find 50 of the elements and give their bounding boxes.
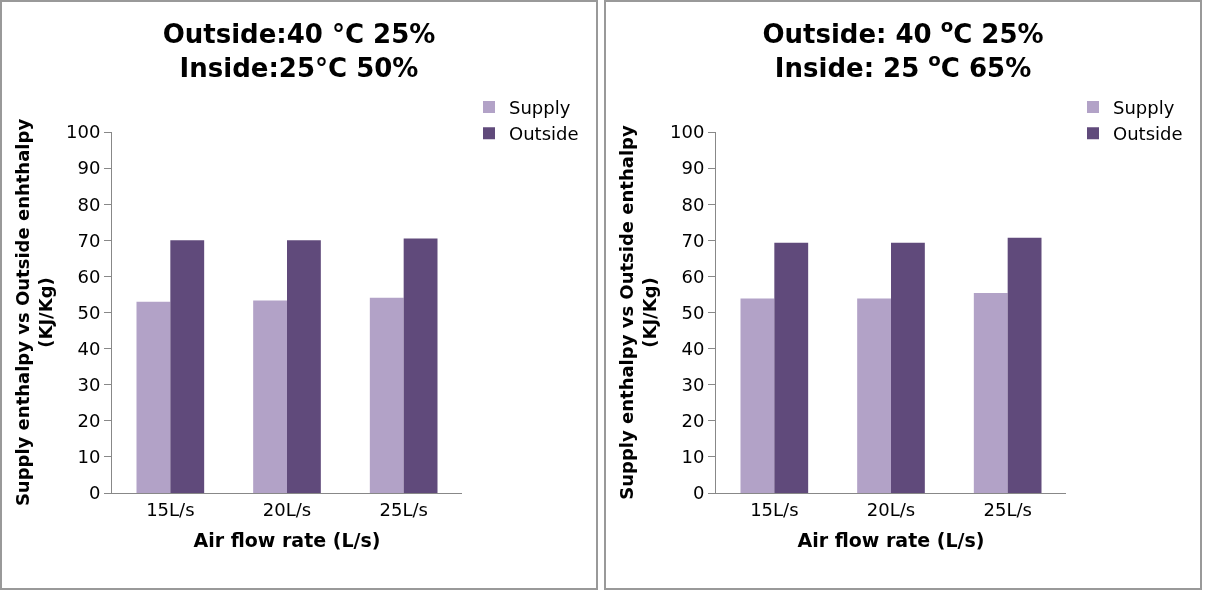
x-tick-label: 25L/s — [379, 498, 428, 520]
y-tick-label: 70 — [77, 229, 101, 251]
bar — [973, 293, 1008, 493]
bar — [369, 297, 404, 493]
legend-label: Outside — [1113, 123, 1183, 145]
y-tick-label: 10 — [681, 446, 705, 468]
y-axis-title: Supply enthalpy vs Outside enhthalpy (KJ/Kg) — [11, 118, 57, 507]
y-tick-label: 30 — [681, 374, 705, 395]
y-tick-label: 0 — [692, 482, 705, 504]
y-tick-label: 60 — [77, 265, 101, 287]
y-tick-label: 100 — [66, 121, 101, 143]
bar — [857, 298, 891, 493]
y-tick-label: 50 — [681, 301, 705, 323]
y-tick-label: 50 — [77, 301, 101, 323]
bar — [253, 300, 287, 493]
legend-label: Supply — [509, 96, 571, 118]
y-tick-label: 80 — [77, 193, 101, 215]
x-axis-title: Air flow rate (L/s) — [797, 529, 985, 552]
x-tick-label: 15L/s — [146, 498, 195, 520]
y-tick-label: 70 — [681, 229, 705, 251]
bar — [287, 240, 321, 493]
bar — [170, 240, 205, 493]
chart-title: Outside: 40 $^{o}$C 25% Inside: 25 $^{o}$C 65% — [762, 15, 1044, 83]
bar — [891, 242, 925, 493]
y-tick-label: 100 — [670, 121, 705, 143]
bar — [136, 301, 171, 493]
y-tick-label: 20 — [681, 410, 705, 432]
y-tick-label: 40 — [681, 337, 705, 359]
y-tick-label: 90 — [77, 157, 101, 179]
y-tick-label: 0 — [88, 482, 101, 504]
y-axis-title: Supply enthalpy vs Outside enthalpy (KJ/Kg) — [615, 125, 661, 500]
y-tick-label: 60 — [681, 265, 705, 287]
y-tick-label: 40 — [77, 337, 101, 359]
legend-label: Supply — [1113, 96, 1175, 118]
x-tick-label: 15L/s — [750, 498, 799, 520]
x-tick-label: 20L/s — [262, 498, 312, 520]
y-tick-label: 20 — [77, 410, 101, 432]
chart-title: Outside:40 °C 25% Inside:25°C 50% — [162, 19, 436, 83]
bar — [774, 242, 809, 493]
x-axis-title: Air flow rate (L/s) — [193, 529, 381, 552]
y-tick-label: 90 — [681, 157, 705, 179]
bar — [403, 238, 438, 493]
x-tick-label: 20L/s — [866, 498, 916, 520]
x-tick-label: 25L/s — [983, 498, 1032, 520]
bar — [740, 298, 775, 493]
legend-label: Outside — [509, 123, 579, 145]
y-tick-label: 30 — [77, 374, 101, 395]
y-tick-label: 80 — [681, 193, 705, 215]
y-tick-label: 10 — [77, 446, 101, 468]
bar — [1007, 237, 1042, 493]
